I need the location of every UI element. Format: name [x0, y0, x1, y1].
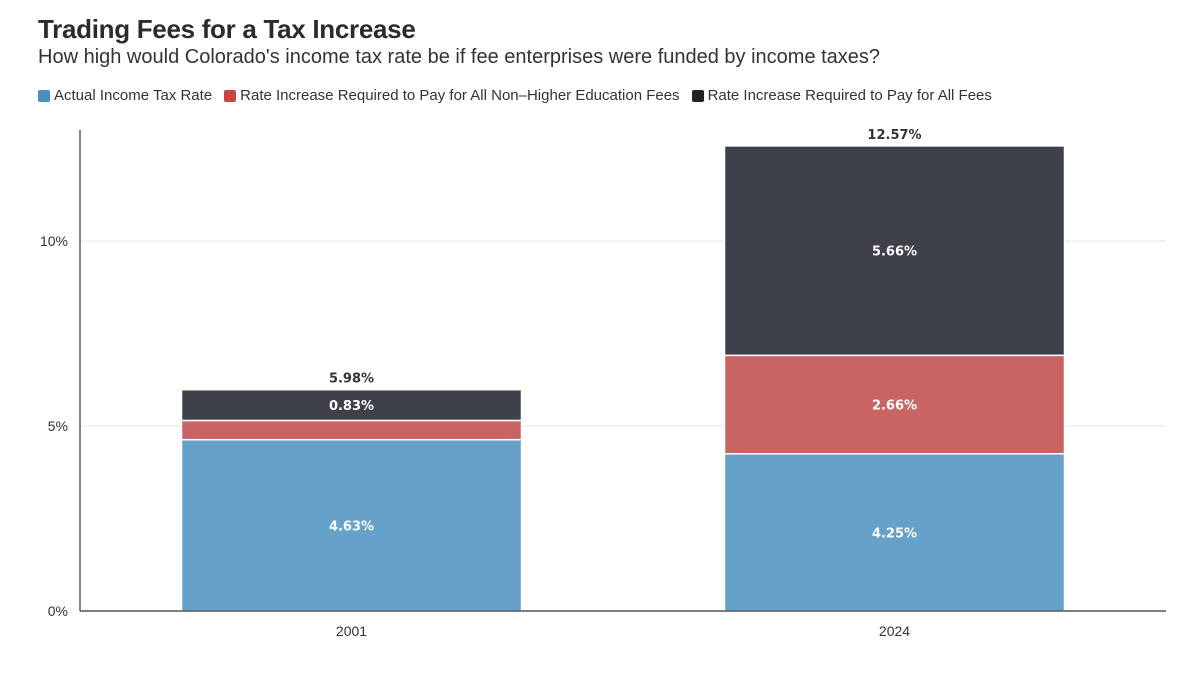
chart-subtitle: How high would Colorado's income tax rat… — [38, 46, 881, 68]
bar-segment — [180, 419, 523, 441]
legend-swatch-actual-rate — [38, 89, 50, 102]
data-label: 2.66% — [872, 399, 917, 414]
bar-segment — [723, 145, 1066, 357]
legend-item-non-higher-ed: Rate Increase Required to Pay for All No… — [224, 87, 680, 104]
data-label: 5.66% — [872, 245, 917, 260]
legend-item-actual-rate: Actual Income Tax Rate — [38, 87, 212, 104]
bar-segment — [180, 438, 523, 612]
bar-segment — [180, 388, 523, 422]
legend-swatch-non-higher-ed — [224, 89, 237, 102]
legend: Actual Income Tax Rate Rate Increase Req… — [38, 87, 1004, 104]
total-label: 5.98% — [329, 372, 374, 387]
x-tick-label: 2001 — [336, 623, 367, 639]
bar-segment — [723, 354, 1066, 455]
legend-label-non-higher-ed: Rate Increase Required to Pay for All No… — [240, 87, 680, 104]
y-tick-label: 10% — [40, 233, 68, 249]
chart-title: Trading Fees for a Tax Increase — [38, 14, 416, 44]
data-label: 0.83% — [329, 399, 374, 414]
y-tick-label: 0% — [48, 603, 68, 619]
x-tick-label: 2024 — [879, 623, 910, 639]
legend-label-all-fees: Rate Increase Required to Pay for All Fe… — [707, 87, 992, 104]
legend-label-actual-rate: Actual Income Tax Rate — [54, 87, 213, 104]
total-label: 12.57% — [867, 128, 921, 143]
y-tick-label: 5% — [48, 418, 68, 434]
data-label: 4.25% — [872, 526, 917, 541]
legend-item-all-fees: Rate Increase Required to Pay for All Fe… — [691, 87, 992, 104]
data-label: 4.63% — [329, 519, 374, 534]
bar-segment — [723, 453, 1066, 612]
legend-swatch-all-fees — [691, 89, 704, 102]
